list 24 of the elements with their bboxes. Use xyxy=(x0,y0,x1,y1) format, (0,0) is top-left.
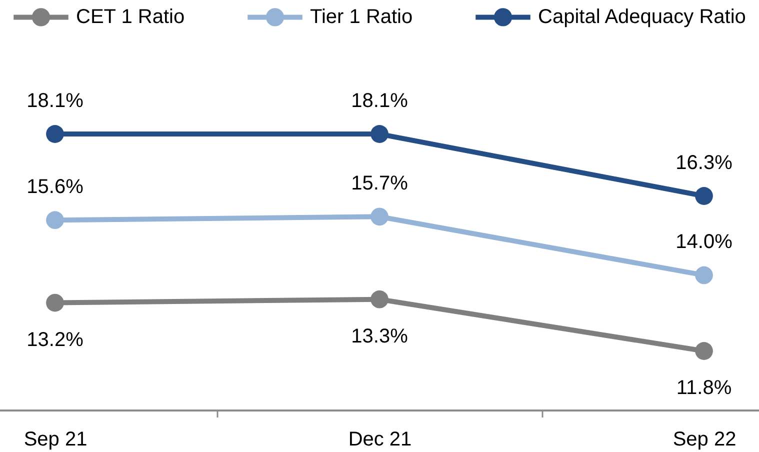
point xyxy=(46,294,64,312)
point xyxy=(46,211,64,230)
point xyxy=(695,342,713,360)
point xyxy=(370,125,388,143)
point xyxy=(46,125,64,143)
data-label: 16.3% xyxy=(676,152,733,174)
point xyxy=(370,290,388,308)
data-label: 18.1% xyxy=(26,90,84,112)
data-label: 13.2% xyxy=(26,328,84,351)
x-tick-label: Sep 21 xyxy=(24,428,88,450)
point xyxy=(370,208,388,226)
x-tick-label: Sep 22 xyxy=(672,428,736,450)
data-label: 15.6% xyxy=(26,176,84,198)
legend-label: Capital Adequacy Ratio xyxy=(538,6,746,28)
data-label: 14.0% xyxy=(676,231,733,254)
point xyxy=(695,266,713,284)
data-label: 13.3% xyxy=(351,325,408,348)
data-label: 15.7% xyxy=(351,172,408,195)
x-tick-label: Dec 21 xyxy=(348,428,412,450)
point xyxy=(695,187,713,205)
legend-label: CET 1 Ratio xyxy=(76,6,185,28)
data-label: 18.1% xyxy=(351,90,408,112)
legend-label: Tier 1 Ratio xyxy=(310,6,413,28)
data-label: 11.8% xyxy=(676,377,732,399)
